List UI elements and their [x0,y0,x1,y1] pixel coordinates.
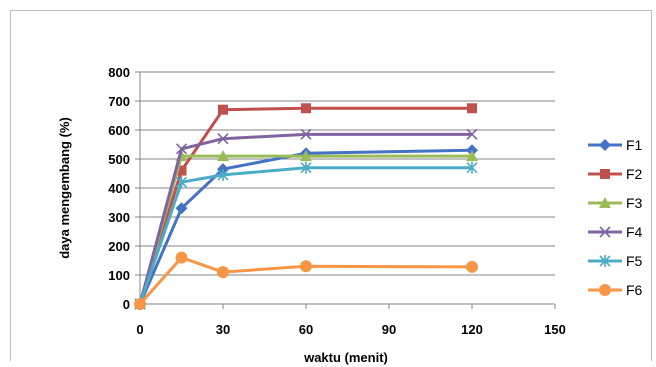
legend-marker-f2 [600,169,610,179]
data-point-f5 [300,161,312,174]
data-point-f2 [176,165,187,176]
data-point-f2 [218,104,228,115]
x-axis-label: waktu (menit) [303,350,388,365]
data-point-f5 [217,168,229,181]
data-point-f4 [217,133,229,145]
data-point-f3 [300,150,312,162]
legend-label-f2: F2 [626,166,643,182]
legend-marker-f1 [599,139,611,151]
series-f6 [134,251,478,310]
legend-item-f1: F1 [588,137,643,153]
y-tick-label: 300 [108,210,130,225]
y-axis-label: daya mengembang (%) [57,117,72,259]
y-tick-label: 400 [108,181,130,196]
x-tick-label: 150 [544,322,566,337]
data-point-f1 [175,202,188,215]
data-point-f4 [175,143,188,155]
x-tick-label: 90 [382,322,396,337]
legend-label-f5: F5 [626,253,643,269]
data-point-f4 [466,128,478,140]
x-tick-label: 120 [461,322,483,337]
series-f5 [134,161,478,310]
data-point-f2 [301,103,311,114]
chart-frame [10,10,652,361]
legend-item-f2: F2 [588,166,643,182]
data-point-f3 [466,150,478,162]
data-point-f5 [175,176,188,189]
y-tick-label: 200 [108,239,130,254]
data-point-f6 [217,266,229,279]
legend-label-f6: F6 [626,282,643,298]
data-point-f2 [467,103,477,114]
legend-item-f4: F4 [588,224,643,240]
y-tick-labels: 0 100 200 300 400 500 600 700 800 [108,65,130,312]
legend-label-f4: F4 [626,224,643,240]
data-point-f6 [466,260,478,273]
data-point-f4 [300,128,312,140]
series-line-f3 [138,154,472,305]
legend: F1 F2 F3 F4 F5 F6 [588,137,643,298]
legend-label-f1: F1 [626,137,643,153]
y-tick-label: 0 [123,297,130,312]
data-point-f6 [175,251,188,264]
y-tick-label: 500 [108,152,130,167]
legend-item-f3: F3 [588,195,643,211]
legend-item-f6: F6 [588,282,643,298]
data-point-f5 [466,161,478,174]
data-point-f3 [217,150,229,162]
data-point-f6 [134,298,146,310]
legend-marker-f4 [599,226,611,238]
y-tick-label: 100 [108,268,130,283]
y-tick-label: 600 [108,123,130,138]
series-group [134,103,478,310]
legend-label-f3: F3 [626,195,643,211]
y-tick-label: 700 [108,94,130,109]
x-tick-labels: 0 30 60 90 120 150 [136,322,565,337]
x-tick-label: 60 [299,322,313,337]
data-point-f6 [300,260,312,273]
x-tick-label: 30 [216,322,230,337]
y-tick-label: 800 [108,65,130,80]
legend-marker-f6 [599,284,611,296]
legend-item-f5: F5 [588,253,643,269]
legend-marker-f5 [599,255,611,267]
gridlines [140,71,555,276]
legend-marker-f3 [599,197,611,208]
x-tick-label: 0 [136,322,143,337]
